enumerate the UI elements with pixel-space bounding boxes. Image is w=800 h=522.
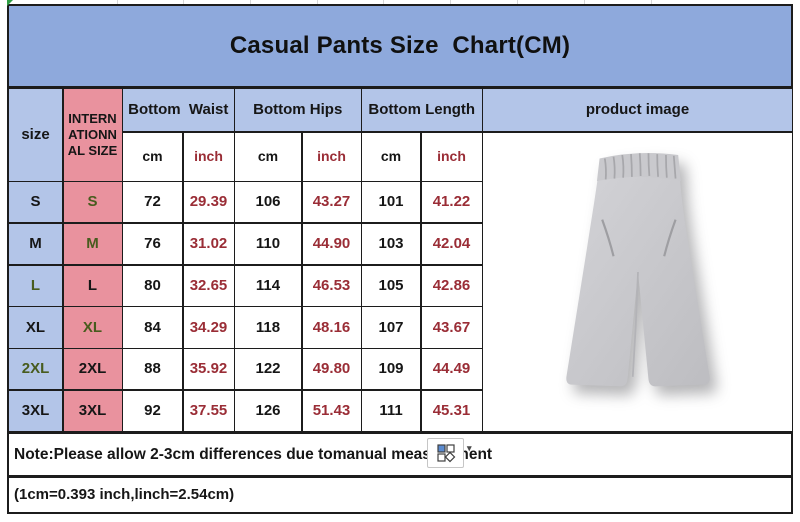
page-title: Casual Pants Size Chart(CM)	[229, 32, 571, 59]
row-xl-size: XL	[9, 307, 62, 348]
conversion-note: (1cm=0.393 inch,linch=2.54cm)	[7, 475, 793, 514]
subheader-length-cm: cm	[362, 132, 420, 181]
row-l-waist-cm: 80	[123, 265, 182, 306]
gridline	[517, 0, 518, 5]
row-2xl-waist-inch: 35.92	[183, 349, 234, 390]
gridline	[183, 0, 184, 5]
row-xl-waist-cm: 84	[123, 307, 182, 348]
row-m-waist-inch: 31.02	[183, 223, 234, 265]
row-s-length-cm: 101	[362, 182, 420, 223]
row-2xl-size: 2XL	[9, 349, 62, 390]
row-2xl-hips-cm: 122	[235, 349, 301, 390]
row-3xl-waist-inch: 37.55	[183, 390, 234, 432]
row-l-length-inch: 42.86	[421, 265, 482, 306]
row-m-waist-cm: 76	[123, 223, 182, 265]
row-l-intl: L	[63, 265, 122, 306]
row-xl-hips-inch: 48.16	[302, 307, 361, 348]
gridline	[651, 0, 652, 5]
row-xl-hips-cm: 118	[235, 307, 301, 348]
conversion-note-text: (1cm=0.393 inch,linch=2.54cm)	[14, 486, 235, 503]
row-xl-waist-inch: 34.29	[183, 307, 234, 348]
row-m-length-cm: 103	[362, 223, 420, 265]
title-banner: Casual Pants Size Chart(CM)	[7, 4, 793, 88]
row-s-hips-inch: 43.27	[302, 182, 361, 223]
row-3xl-length-cm: 111	[362, 390, 420, 432]
row-m-hips-inch: 44.90	[302, 223, 361, 265]
row-s-size: S	[9, 182, 62, 223]
product-image	[483, 132, 792, 432]
row-3xl-length-inch: 45.31	[421, 390, 482, 432]
row-2xl-intl: 2XL	[63, 349, 122, 390]
row-s-length-inch: 41.22	[421, 182, 482, 223]
row-2xl-waist-cm: 88	[123, 349, 182, 390]
row-2xl-length-cm: 109	[362, 349, 420, 390]
paste-options-button[interactable]	[427, 438, 464, 468]
row-l-hips-inch: 46.53	[302, 265, 361, 306]
gridline	[317, 0, 318, 5]
row-2xl-hips-inch: 49.80	[302, 349, 361, 390]
row-xl-intl: XL	[63, 307, 122, 348]
subheader-hips-inch: inch	[302, 132, 361, 181]
row-xl-length-inch: 43.67	[421, 307, 482, 348]
row-l-waist-inch: 32.65	[183, 265, 234, 306]
gridline	[117, 0, 118, 5]
cell-error-indicator-icon	[7, 0, 13, 6]
measurement-note-text: Note:Please allow 2-3cm differences due …	[14, 445, 493, 463]
row-3xl-intl: 3XL	[63, 390, 122, 432]
row-3xl-hips-inch: 51.43	[302, 390, 361, 432]
header-size: size	[9, 89, 62, 181]
row-l-hips-cm: 114	[235, 265, 301, 306]
header-bottom-hips: Bottom Hips	[235, 89, 361, 131]
subheader-length-inch: inch	[421, 132, 482, 181]
paste-options-dropdown-icon[interactable]: ▾	[467, 443, 472, 453]
gridline	[383, 0, 384, 5]
row-m-intl: M	[63, 223, 122, 265]
row-l-length-cm: 105	[362, 265, 420, 306]
row-3xl-hips-cm: 126	[235, 390, 301, 432]
row-m-hips-cm: 110	[235, 223, 301, 265]
paste-options-grid-icon	[436, 444, 455, 463]
row-xl-length-cm: 107	[362, 307, 420, 348]
subheader-hips-cm: cm	[235, 132, 301, 181]
row-2xl-length-inch: 44.49	[421, 349, 482, 390]
row-l-size: L	[9, 265, 62, 306]
measurement-note: Note:Please allow 2-3cm differences due …	[7, 432, 793, 477]
row-s-waist-cm: 72	[123, 182, 182, 223]
size-chart-table: size INTERNATIONNAL SIZE Bottom Waist Bo…	[7, 87, 793, 434]
gridline	[250, 0, 251, 5]
row-m-size: M	[9, 223, 62, 265]
gray-sweatpants-image	[507, 134, 769, 429]
row-s-intl: S	[63, 182, 122, 223]
row-m-length-inch: 42.04	[421, 223, 482, 265]
header-international-size: INTERNATIONNAL SIZE	[63, 89, 122, 181]
row-s-hips-cm: 106	[235, 182, 301, 223]
subheader-waist-inch: inch	[183, 132, 234, 181]
gridline	[450, 0, 451, 5]
header-product-image: product image	[483, 89, 792, 131]
row-3xl-waist-cm: 92	[123, 390, 182, 432]
header-bottom-length: Bottom Length	[362, 89, 482, 131]
gridline	[584, 0, 585, 5]
row-3xl-size: 3XL	[9, 390, 62, 432]
header-bottom-waist: Bottom Waist	[123, 89, 234, 131]
row-s-waist-inch: 29.39	[183, 182, 234, 223]
subheader-waist-cm: cm	[123, 132, 182, 181]
